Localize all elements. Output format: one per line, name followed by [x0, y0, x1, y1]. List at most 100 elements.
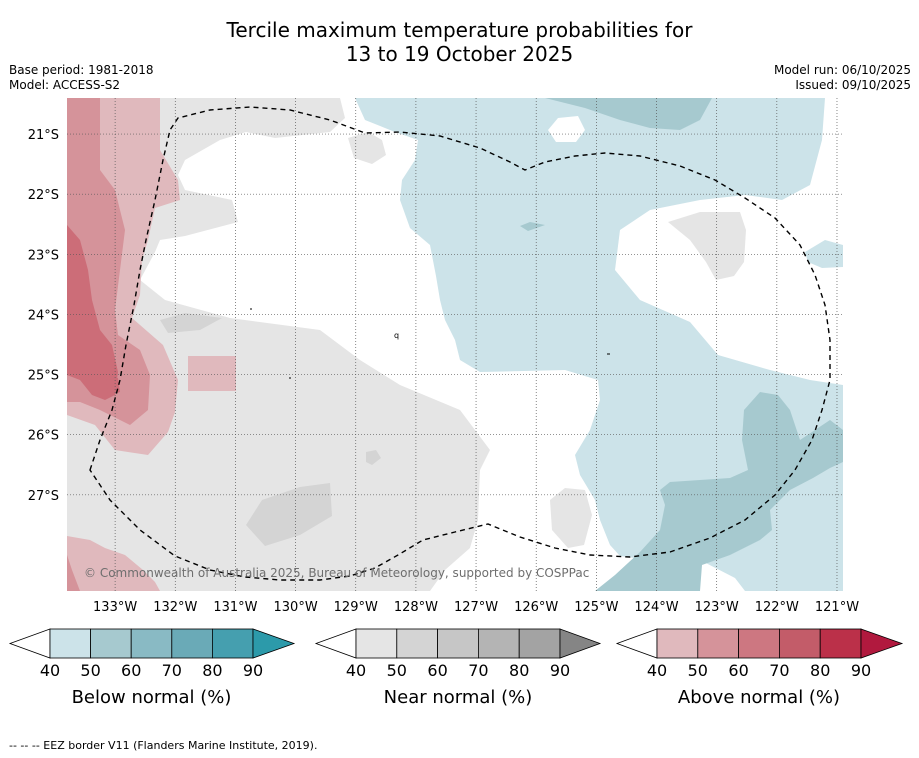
copyright-text: © Commonwealth of Australia 2025, Bureau… — [84, 566, 589, 580]
x-tick-label: 126°W — [514, 600, 558, 615]
model-run: Model run: 06/10/2025 — [773, 63, 911, 77]
colorbar-extend-low — [314, 628, 357, 659]
map-area: q © Commonwealth of Australia 2025, Bure… — [67, 98, 843, 591]
colorbar-tick-label: 70 — [769, 661, 789, 680]
colorbar-tick-label: 60 — [728, 661, 748, 680]
small-mark-q: q — [394, 331, 399, 340]
x-tick-label: 124°W — [634, 600, 678, 615]
colorbar-extend-high — [252, 628, 296, 659]
colorbar-1: 40 50 60 70 80 90 Below normal (%) — [8, 628, 296, 708]
colorbar-segment — [130, 628, 173, 659]
above-normal-region-southwest — [67, 536, 160, 591]
colorbar-extend-high — [559, 628, 602, 659]
colorbar-segment — [355, 628, 398, 659]
below-normal-50-north — [545, 98, 712, 130]
colorbar-tick-label: 40 — [40, 661, 60, 680]
above-normal-region-square — [188, 356, 236, 391]
colorbar-extend-low — [615, 628, 658, 659]
below-normal-region-main — [355, 98, 843, 591]
colorbar-tick-label: 50 — [387, 661, 407, 680]
colorbar-2: 40 50 60 70 80 90 Near normal (%) — [314, 628, 602, 708]
colorbar-tick-label: 40 — [647, 661, 667, 680]
gridlines — [67, 98, 843, 591]
x-tick-label: 130°W — [274, 600, 318, 615]
x-tick-label: 132°W — [153, 600, 197, 615]
chart-title: Tercile maximum temperature probabilitie… — [0, 18, 919, 66]
colorbar-tick-label: 90 — [550, 661, 570, 680]
y-tick-label: 25°S — [28, 369, 59, 384]
colorbar-segment — [779, 628, 821, 659]
near-normal-50-patch-c — [366, 450, 381, 465]
x-tick-label: 122°W — [755, 600, 799, 615]
x-tick-label: 123°W — [695, 600, 739, 615]
colorbar-tick-label: 50 — [688, 661, 708, 680]
above-normal-50-southwest — [67, 555, 80, 591]
below-normal-50-small — [520, 222, 545, 231]
colorbar-tick-label: 40 — [346, 661, 366, 680]
y-axis-ticks: 21°S 22°S 23°S 24°S 25°S 26°S 27°S — [28, 128, 59, 504]
y-tick-label: 24°S — [28, 308, 59, 323]
colorbar-tick-label: 70 — [468, 661, 488, 680]
title-line-2: 13 to 19 October 2025 — [345, 42, 574, 66]
issued-date: Issued: 09/10/2025 — [795, 78, 911, 92]
colorbar-segment — [49, 628, 91, 659]
x-tick-label: 129°W — [334, 600, 378, 615]
colorbar-3: 40 50 60 70 80 90 Above normal (%) — [615, 628, 904, 708]
colorbar-extend-low — [8, 628, 51, 659]
colorbar-segment — [697, 628, 739, 659]
colorbar-label: Near normal (%) — [384, 687, 533, 708]
colorbar-segment — [437, 628, 479, 659]
near-normal-50-patch-b — [246, 483, 332, 546]
colorbar-segment — [477, 628, 520, 659]
near-normal-region-small-north — [348, 132, 386, 164]
colorbar-segment — [90, 628, 132, 659]
x-tick-label: 127°W — [454, 600, 498, 615]
y-tick-label: 22°S — [28, 188, 59, 203]
colorbar-tick-label: 60 — [121, 661, 141, 680]
base-period: Base period: 1981-2018 — [9, 63, 154, 77]
near-normal-region-south-center — [550, 488, 592, 548]
colorbar-segment — [518, 628, 561, 659]
model-info: Base period: 1981-2018 Model: ACCESS-S2 — [9, 63, 154, 93]
colorbar-tick-label: 60 — [427, 661, 447, 680]
eez-border — [89, 106, 831, 581]
colorbar-label: Above normal (%) — [678, 687, 840, 708]
title-line-1: Tercile maximum temperature probabilitie… — [226, 18, 693, 42]
near-normal-region-east-center — [668, 212, 746, 280]
colorbar-segment — [819, 628, 862, 659]
colorbars: 40 50 60 70 80 90 Below normal (%) 40 50 60 70 80 90… — [8, 628, 904, 708]
colorbar-tick-label: 80 — [509, 661, 529, 680]
y-tick-label: 27°S — [28, 489, 59, 504]
x-tick-label: 125°W — [574, 600, 618, 615]
model-name: Model: ACCESS-S2 — [9, 78, 121, 92]
colorbar-segment — [396, 628, 438, 659]
colorbar-tick-label: 50 — [80, 661, 100, 680]
y-tick-label: 23°S — [28, 248, 59, 263]
x-tick-label: 133°W — [93, 600, 137, 615]
x-tick-label: 121°W — [815, 600, 859, 615]
colorbar-tick-label: 70 — [162, 661, 182, 680]
x-axis-ticks: 133°W 132°W 131°W 130°W 129°W 128°W 127°W 126°W… — [93, 600, 859, 615]
near-normal-region-west — [67, 98, 490, 591]
eez-border-legend: -- -- -- EEZ border V11 (Flanders Marine… — [9, 739, 318, 752]
below-normal-white-notch — [548, 116, 585, 142]
colorbar-tick-label: 90 — [851, 661, 871, 680]
colorbar-tick-label: 80 — [810, 661, 830, 680]
x-tick-label: 131°W — [213, 600, 257, 615]
below-normal-region-east-edge — [805, 240, 843, 268]
y-tick-label: 21°S — [28, 128, 59, 143]
above-normal-60-west — [67, 225, 118, 400]
colorbar-segment — [171, 628, 213, 659]
x-tick-label: 128°W — [394, 600, 438, 615]
colorbar-segment — [211, 628, 254, 659]
colorbar-segment — [656, 628, 699, 659]
y-tick-label: 26°S — [28, 429, 59, 444]
run-info: Model run: 06/10/2025 Issued: 09/10/2025 — [774, 63, 911, 93]
colorbar-tick-label: 90 — [243, 661, 263, 680]
colorbar-segment — [738, 628, 780, 659]
colorbar-tick-label: 80 — [202, 661, 222, 680]
colorbar-extend-high — [860, 628, 904, 659]
below-normal-50-southeast — [595, 392, 843, 591]
colorbar-label: Below normal (%) — [72, 687, 232, 708]
